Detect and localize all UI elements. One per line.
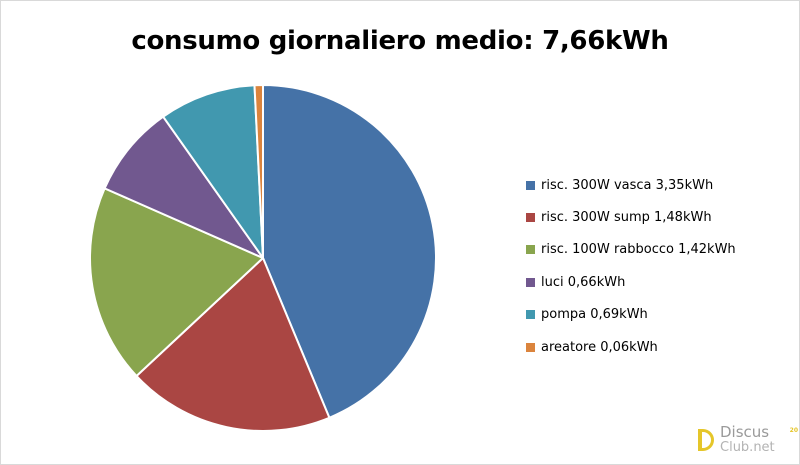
discus-club-logo-icon — [698, 429, 714, 451]
legend-label-1: risc. 300W sump 1,48kWh — [541, 210, 712, 226]
legend: risc. 300W vasca 3,35kWh risc. 300W sump … — [526, 169, 736, 363]
pie-slice-5 — [253, 84, 264, 259]
pie-slice-2 — [89, 187, 264, 377]
legend-swatch-1 — [526, 213, 535, 223]
legend-label-0: risc. 300W vasca 3,35kWh — [541, 177, 714, 193]
legend-swatch-3 — [526, 277, 535, 287]
legend-swatch-0 — [526, 180, 535, 190]
pie-slice-3 — [103, 115, 264, 259]
chart-title: consumo giornaliero medio: 7,66kWh — [131, 26, 669, 56]
legend-swatch-4 — [526, 310, 535, 320]
legend-label-4: pompa 0,69kWh — [541, 307, 648, 323]
pie-slice-1 — [135, 257, 331, 432]
legend-label-3: luci 0,66kWh — [541, 274, 626, 290]
legend-item-5: areatore 0,06kWh — [526, 331, 736, 363]
legend-item-1: risc. 300W sump 1,48kWh — [526, 201, 736, 233]
legend-item-2: risc. 100W rabbocco 1,42kWh — [526, 234, 736, 266]
watermark-line2: Club.net — [720, 440, 775, 455]
watermark: Discus Club.net 20 — [698, 423, 798, 459]
watermark-line1: Discus — [720, 423, 770, 441]
watermark-badge: 20 — [789, 427, 798, 434]
legend-swatch-5 — [526, 342, 535, 352]
legend-item-3: luci 0,66kWh — [526, 266, 736, 298]
pie-slice-4 — [162, 84, 264, 259]
pie-slices — [89, 84, 437, 432]
legend-item-0: risc. 300W vasca 3,35kWh — [526, 169, 736, 201]
pie-slice-0 — [262, 84, 437, 419]
legend-swatch-2 — [526, 245, 535, 255]
legend-label-2: risc. 100W rabbocco 1,42kWh — [541, 242, 736, 258]
legend-label-5: areatore 0,06kWh — [541, 339, 658, 355]
legend-item-4: pompa 0,69kWh — [526, 299, 736, 331]
